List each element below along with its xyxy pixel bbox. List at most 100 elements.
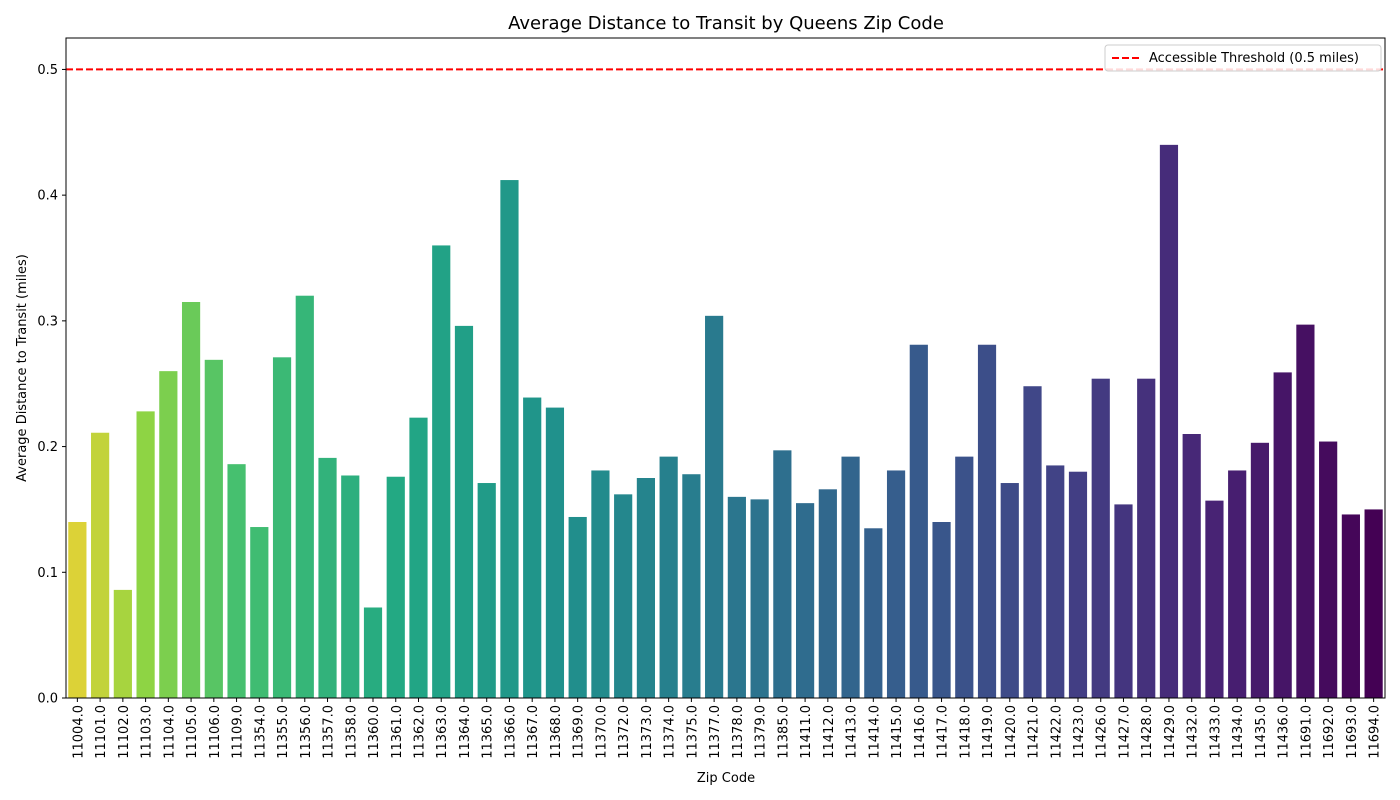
x-tick-label: 11361.0 <box>390 705 405 759</box>
bar-11367.0 <box>523 397 542 698</box>
bar-11375.0 <box>682 474 701 698</box>
x-tick-label: 11004.0 <box>71 705 86 759</box>
bar-11360.0 <box>363 607 383 698</box>
y-tick-label: 0.5 <box>37 63 58 78</box>
bar-11373.0 <box>636 478 655 698</box>
x-tick-label: 11428.0 <box>1140 705 1155 759</box>
x-tick-label: 11358.0 <box>344 705 359 759</box>
x-tick-label: 11373.0 <box>640 705 655 759</box>
x-tick-label: 11105.0 <box>185 705 200 759</box>
x-tick-label: 11426.0 <box>1095 705 1110 759</box>
bar-11414.0 <box>864 528 883 698</box>
bar-11419.0 <box>977 344 997 698</box>
x-tick-label: 11367.0 <box>526 705 541 759</box>
bar-11385.0 <box>773 450 792 698</box>
x-tick-label: 11369.0 <box>572 705 587 759</box>
x-tick-label: 11103.0 <box>140 705 155 759</box>
x-tick-label: 11362.0 <box>412 705 427 759</box>
bar-11435.0 <box>1250 442 1270 698</box>
x-tick-label: 11377.0 <box>708 705 723 759</box>
bar-11420.0 <box>1000 483 1019 698</box>
x-tick-label: 11435.0 <box>1254 705 1269 759</box>
bar-11369.0 <box>568 516 587 698</box>
bar-11102.0 <box>113 589 132 698</box>
bar-11432.0 <box>1182 434 1201 698</box>
bar-11365.0 <box>477 483 496 698</box>
x-tick-label: 11375.0 <box>685 705 700 759</box>
bar-11693.0 <box>1341 514 1360 698</box>
x-tick-label: 11368.0 <box>549 705 564 759</box>
y-tick-label: 0.0 <box>37 692 58 707</box>
x-tick-label: 11433.0 <box>1208 705 1223 759</box>
bar-11363.0 <box>432 245 451 698</box>
bar-11105.0 <box>181 302 201 698</box>
plot-frame <box>65 37 1386 699</box>
x-tick-label: 11693.0 <box>1345 705 1360 759</box>
bar-11429.0 <box>1159 144 1179 699</box>
bar-11418.0 <box>955 456 974 698</box>
y-axis-title: Average Distance to Transit (miles) <box>15 254 30 482</box>
y-tick-label: 0.3 <box>37 314 58 329</box>
x-tick-label: 11357.0 <box>322 705 337 759</box>
y-tick-label: 0.2 <box>37 440 58 455</box>
chart-title: Average Distance to Transit by Queens Zi… <box>508 13 944 34</box>
bar-11423.0 <box>1068 471 1088 698</box>
bar-11412.0 <box>818 489 837 698</box>
x-tick-label: 11106.0 <box>208 705 223 759</box>
bar-11422.0 <box>1046 465 1065 698</box>
x-tick-label: 11101.0 <box>94 705 109 759</box>
legend-threshold-label: Accessible Threshold (0.5 miles) <box>1149 51 1359 66</box>
x-tick-label: 11422.0 <box>1049 705 1064 759</box>
x-tick-label: 11366.0 <box>503 705 518 759</box>
bar-11413.0 <box>841 456 860 698</box>
bar-11366.0 <box>500 180 519 698</box>
x-tick-label: 11354.0 <box>253 705 268 759</box>
x-tick-label: 11363.0 <box>435 705 450 759</box>
x-tick-label: 11423.0 <box>1072 705 1087 759</box>
bar-11362.0 <box>409 417 428 698</box>
x-tick-label: 11379.0 <box>754 705 769 759</box>
bar-11370.0 <box>591 470 610 698</box>
x-tick-label: 11421.0 <box>1027 705 1042 759</box>
x-tick-label: 11436.0 <box>1277 705 1292 759</box>
x-tick-label: 11414.0 <box>867 705 882 759</box>
x-tick-label: 11427.0 <box>1117 705 1132 759</box>
x-tick-label: 11692.0 <box>1322 705 1337 759</box>
bar-11421.0 <box>1023 386 1042 698</box>
bar-11103.0 <box>136 411 155 698</box>
bar-11436.0 <box>1273 372 1292 698</box>
x-tick-label: 11420.0 <box>1004 705 1019 759</box>
bar-11415.0 <box>886 470 906 698</box>
x-tick-label: 11429.0 <box>1163 705 1178 759</box>
bar-11358.0 <box>341 475 360 698</box>
x-tick-label: 11102.0 <box>117 705 132 759</box>
x-tick-label: 11374.0 <box>663 705 678 759</box>
legend: Accessible Threshold (0.5 miles) <box>1104 44 1382 72</box>
x-tick-label: 11378.0 <box>731 705 746 759</box>
bar-11355.0 <box>272 357 292 698</box>
x-tick-label: 11417.0 <box>936 705 951 759</box>
bar-11379.0 <box>750 499 769 698</box>
bar-11354.0 <box>250 527 269 698</box>
x-tick-label: 11691.0 <box>1299 705 1314 759</box>
bar-11426.0 <box>1091 378 1110 698</box>
x-tick-label: 11360.0 <box>367 705 382 759</box>
x-tick-label: 11412.0 <box>822 705 837 759</box>
x-tick-label: 11370.0 <box>594 705 609 759</box>
bar-11357.0 <box>318 457 337 698</box>
bar-11106.0 <box>204 359 223 698</box>
x-tick-label: 11413.0 <box>845 705 860 759</box>
bar-11377.0 <box>705 315 724 698</box>
bar-11104.0 <box>159 371 178 698</box>
axes-layer: 11004.0 11101.0 11102.0 11103.0 11104.0 11105… <box>37 37 1386 759</box>
bar-11692.0 <box>1319 441 1338 698</box>
x-tick-label: 11104.0 <box>162 705 177 759</box>
x-tick-label: 11109.0 <box>231 705 246 759</box>
x-tick-label: 11372.0 <box>617 705 632 759</box>
x-tick-label: 11694.0 <box>1368 705 1383 759</box>
bar-11004.0 <box>68 522 87 698</box>
x-tick-label: 11355.0 <box>276 705 291 759</box>
x-tick-label: 11418.0 <box>958 705 973 759</box>
bar-11361.0 <box>386 476 405 698</box>
